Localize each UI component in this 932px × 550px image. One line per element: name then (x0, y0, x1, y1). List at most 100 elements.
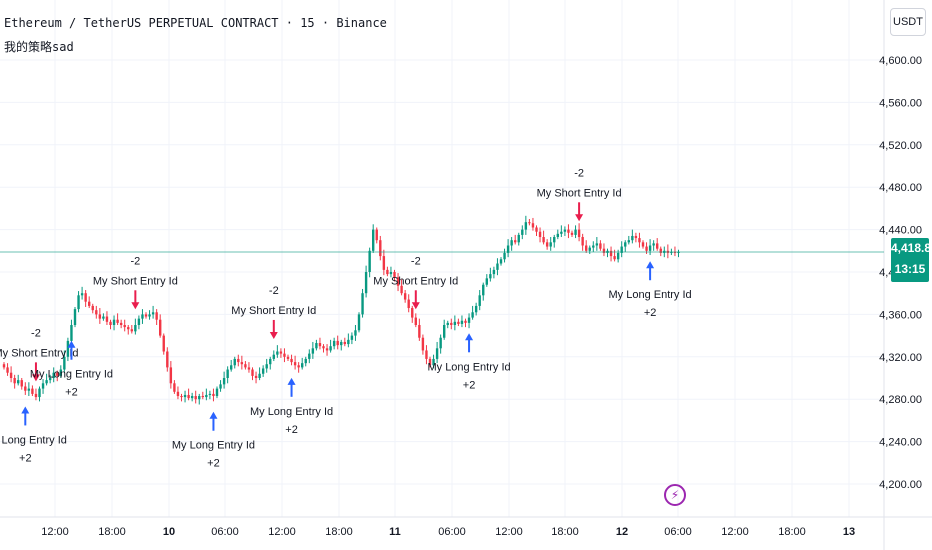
candle-body (645, 246, 648, 251)
signal-label: +2 (65, 387, 78, 399)
candle-body (400, 285, 403, 294)
candle-body (538, 231, 542, 238)
candle-body (59, 369, 62, 376)
candle-body (258, 373, 261, 378)
candle-body (116, 319, 119, 323)
candle-body (510, 240, 513, 246)
candle-body (648, 245, 652, 251)
lightning-icon[interactable]: ⚡ (664, 484, 686, 506)
candle-body (56, 372, 59, 376)
candle-body (283, 353, 286, 357)
candle-body (372, 229, 375, 251)
short-arrow-head-icon (269, 331, 278, 339)
candle-body (286, 356, 290, 359)
candle-body (208, 393, 212, 395)
candle-body (20, 380, 23, 387)
candle-body (357, 314, 361, 331)
candle-body (545, 242, 549, 247)
candle-body (230, 365, 233, 370)
candle-body (464, 320, 467, 323)
candle-body (13, 378, 16, 384)
candle-body (73, 309, 77, 325)
candle-body (624, 242, 627, 247)
candle-body (88, 301, 91, 306)
candle-body (91, 305, 94, 311)
candle-body (148, 314, 151, 317)
candle-body (492, 269, 496, 275)
short-arrow-head-icon (31, 374, 40, 382)
candle-body (634, 235, 638, 239)
candle-body (418, 325, 421, 338)
candle-body (9, 372, 13, 378)
candle-body (499, 259, 503, 264)
candle-body (563, 229, 567, 232)
candle-body (638, 238, 641, 243)
signal-label: +2 (19, 452, 32, 464)
candle-body (407, 299, 410, 309)
time-tick-label: 12:00 (721, 526, 749, 538)
candle-body (528, 222, 531, 224)
candle-body (180, 396, 183, 398)
currency-unit-button[interactable]: USDT (890, 8, 926, 36)
candle-body (393, 272, 396, 278)
price-tick-label: 4,280.00 (879, 394, 922, 406)
signal-label: My Short Entry Id (231, 305, 316, 317)
short-entry-signal: -2 My Short Entry Id (537, 167, 622, 222)
candle-body (34, 393, 38, 398)
candle-body (485, 278, 488, 285)
candle-body (535, 227, 538, 232)
candle-body (329, 346, 332, 351)
time-tick-label: 06:00 (211, 526, 239, 538)
time-tick-label: 18:00 (98, 526, 126, 538)
candle-body (222, 378, 226, 385)
candle-body (332, 340, 336, 347)
candle-body (588, 247, 591, 251)
trade-signals: My Long Entry Id+2 -2My Short Entry Id My … (0, 167, 692, 469)
candle-body (553, 237, 556, 243)
candle-body (173, 383, 176, 392)
time-tick-label: 18:00 (778, 526, 806, 538)
candle-body (531, 223, 535, 228)
candle-body (620, 246, 623, 253)
candle-body (38, 388, 41, 398)
candle-body (290, 358, 293, 363)
candle-body (144, 314, 148, 317)
time-axis[interactable]: 12:00 18:00 10 06:00 12:00 18:00 11 06:00 12:00 1… (41, 526, 855, 538)
short-entry-signal: -2 My Short Entry Id (373, 255, 458, 310)
long-entry-signal: My Long Entry Id +2 (609, 261, 692, 319)
signal-label: My Short Entry Id (0, 347, 78, 359)
time-tick-label: 12:00 (268, 526, 296, 538)
candle-body (524, 222, 528, 230)
candle-body (542, 237, 545, 243)
candle-body (176, 391, 180, 397)
long-entry-signal: My Long Entry Id +2 (427, 333, 511, 391)
candle-body (254, 375, 258, 378)
candle-body (396, 277, 400, 286)
candle-body (226, 369, 229, 378)
candle-body (457, 321, 460, 324)
candle-body (503, 252, 506, 260)
candle-body (102, 316, 105, 319)
candle-body (6, 367, 9, 373)
candle-body (567, 229, 570, 233)
candle-body (119, 322, 123, 325)
candle-body (631, 235, 634, 241)
symbol-title: Ethereum / TetherUS PERPETUAL CONTRACT ·… (4, 16, 387, 30)
candle-body (237, 358, 240, 363)
candle-body (205, 394, 208, 398)
price-axis[interactable]: 4,200.00 4,240.00 4,280.00 4,320.00 4,360.00… (879, 55, 922, 491)
candle-body (308, 353, 311, 359)
time-tick-label: 18:00 (325, 526, 353, 538)
candle-body (95, 310, 98, 315)
long-entry-signal: My Long Entry Id +2 (172, 411, 255, 470)
candle-body (581, 237, 584, 246)
candle-body (194, 396, 197, 400)
candle-body (386, 269, 389, 275)
strategy-name: 我的策略sad (4, 40, 74, 54)
long-entry-signal: My Long Entry Id +2 (30, 340, 113, 399)
price-tick-label: 4,200.00 (879, 479, 922, 491)
long-entry-signal: My Long Entry Id +2 (250, 377, 333, 436)
candle-body (251, 369, 254, 376)
price-tick-label: 4,520.00 (879, 140, 922, 152)
